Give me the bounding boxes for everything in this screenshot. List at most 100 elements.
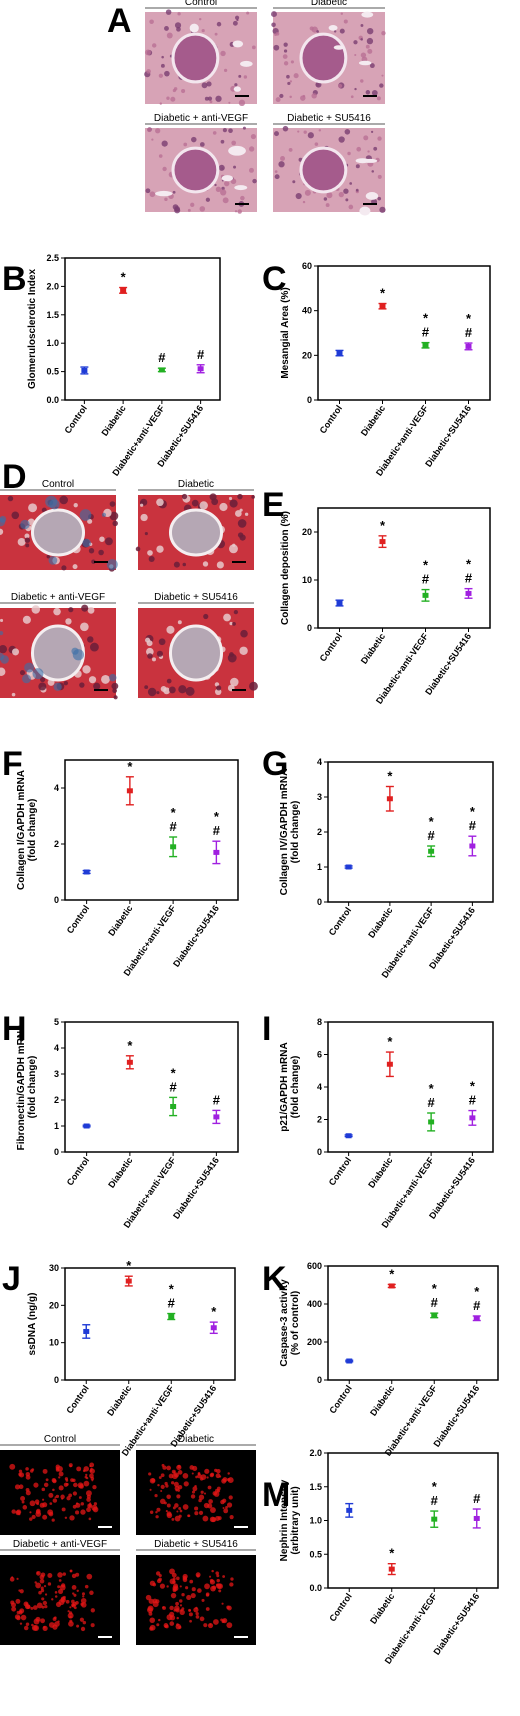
tissue-nucleus [228, 128, 233, 134]
nephrin-signal [171, 1517, 175, 1521]
nephrin-signal [16, 1610, 20, 1615]
tissue-nucleus [146, 69, 151, 74]
data-point [379, 303, 386, 309]
tissue-nucleus [164, 197, 168, 202]
micrograph: Diabetic + anti-VEGF [0, 592, 119, 700]
nephrin-signal [86, 1497, 91, 1502]
nephrin-signal [195, 1615, 200, 1619]
tissue-cell [59, 495, 68, 505]
chart-C: C 0 20 40 60 Mesangial Area (%) Control Diabeti… [262, 260, 491, 478]
nephrin-signal [52, 1617, 57, 1622]
tissue-cell [216, 561, 224, 569]
nephrin-signal [166, 1503, 171, 1508]
nephrin-signal [75, 1502, 79, 1505]
nephrin-signal [18, 1469, 23, 1473]
nephrin-signal [196, 1574, 200, 1578]
y-tick-label: 1 [54, 1121, 59, 1131]
plot-frame [64, 257, 221, 401]
collagen-stain [24, 662, 35, 673]
tissue-nucleus [326, 192, 333, 199]
tissue-cell [46, 554, 51, 559]
significance-mark: * [432, 1281, 438, 1296]
tissue-cell [88, 676, 97, 684]
nephrin-signal [173, 1471, 176, 1474]
nephrin-signal [22, 1505, 28, 1510]
nephrin-signal [177, 1489, 181, 1492]
nephrin-signal [72, 1592, 75, 1595]
nephrin-signal [155, 1510, 158, 1514]
nephrin-signal [66, 1496, 71, 1501]
tissue-nucleus [151, 138, 154, 141]
tissue-cell [203, 613, 209, 620]
significance-mark: # [473, 1491, 481, 1506]
nephrin-signal [186, 1594, 192, 1601]
y-axis-label-line: (fold change) [290, 1056, 301, 1119]
significance-mark: * [171, 805, 177, 820]
nephrin-signal [29, 1500, 36, 1507]
x-tick-label: Control [62, 403, 89, 435]
nephrin-signal [16, 1615, 21, 1621]
tissue-nucleus [238, 74, 242, 78]
panel-label: I [262, 1010, 271, 1048]
significance-mark: * [380, 518, 386, 533]
nephrin-signal [147, 1605, 154, 1612]
plot-frame [317, 265, 491, 401]
y-tick-label: 0 [54, 1375, 59, 1385]
data-point [346, 1507, 353, 1513]
nephrin-signal [215, 1583, 219, 1587]
nephrin-signal [210, 1585, 216, 1592]
y-tick-label: 8 [317, 1017, 322, 1027]
nephrin-signal [76, 1466, 82, 1472]
tissue-cell [73, 503, 78, 508]
nephrin-signal [176, 1510, 179, 1513]
significance-mark: # [422, 325, 430, 340]
tissue-cell [166, 678, 172, 684]
y-tick-label: 20 [302, 350, 312, 360]
tissue-nucleus [293, 73, 299, 79]
significance-mark: # [465, 571, 473, 586]
y-tick-label: 0 [307, 623, 312, 633]
nephrin-signal [25, 1487, 30, 1492]
y-tick-label: 2 [317, 827, 322, 837]
nephrin-signal [178, 1507, 182, 1510]
tissue-nucleus [292, 180, 296, 184]
tissue-nucleus [170, 96, 176, 102]
nephrin-signal [90, 1608, 96, 1613]
y-tick-label: 4 [317, 1082, 322, 1092]
nephrin-signal [185, 1586, 189, 1590]
tissue-nucleus [371, 90, 378, 96]
tissue-lumen [358, 60, 372, 66]
tissue-cell [53, 607, 61, 616]
tissue-cell [168, 686, 176, 694]
tissue-nucleus [344, 129, 351, 135]
collagen-stain [20, 519, 30, 530]
y-tick-label: 10 [49, 1338, 59, 1348]
nephrin-signal [225, 1506, 228, 1509]
nephrin-signal [42, 1625, 48, 1632]
nephrin-signal [216, 1578, 220, 1583]
chart-H: H 0 1 2 3 4 5 Fibronectin/GAPDH mRNA (fold chang… [2, 1010, 239, 1230]
y-tick-label: 0.0 [46, 395, 59, 405]
nephrin-signal [183, 1481, 189, 1487]
tissue-nucleus [233, 165, 237, 169]
nephrin-signal [11, 1606, 17, 1612]
tissue-cell [173, 561, 180, 568]
tissue-cell [98, 549, 104, 556]
nephrin-signal [76, 1624, 80, 1628]
significance-mark: # [431, 1295, 439, 1310]
tissue-nucleus [228, 101, 231, 104]
significance-mark: * [466, 311, 472, 326]
nephrin-signal [188, 1612, 193, 1617]
nephrin-signal [189, 1619, 192, 1623]
nephrin-signal [44, 1593, 48, 1596]
tissue-nucleus [356, 146, 362, 152]
nephrin-signal [80, 1626, 86, 1632]
nephrin-signal [149, 1488, 152, 1491]
significance-mark: # [197, 347, 205, 362]
nephrin-signal [71, 1585, 77, 1590]
y-tick-label: 0 [307, 395, 312, 405]
y-axis-label-line: p21/GAPDH mRNA [279, 1042, 290, 1131]
nephrin-signal [209, 1473, 214, 1478]
nephrin-signal [42, 1498, 45, 1501]
